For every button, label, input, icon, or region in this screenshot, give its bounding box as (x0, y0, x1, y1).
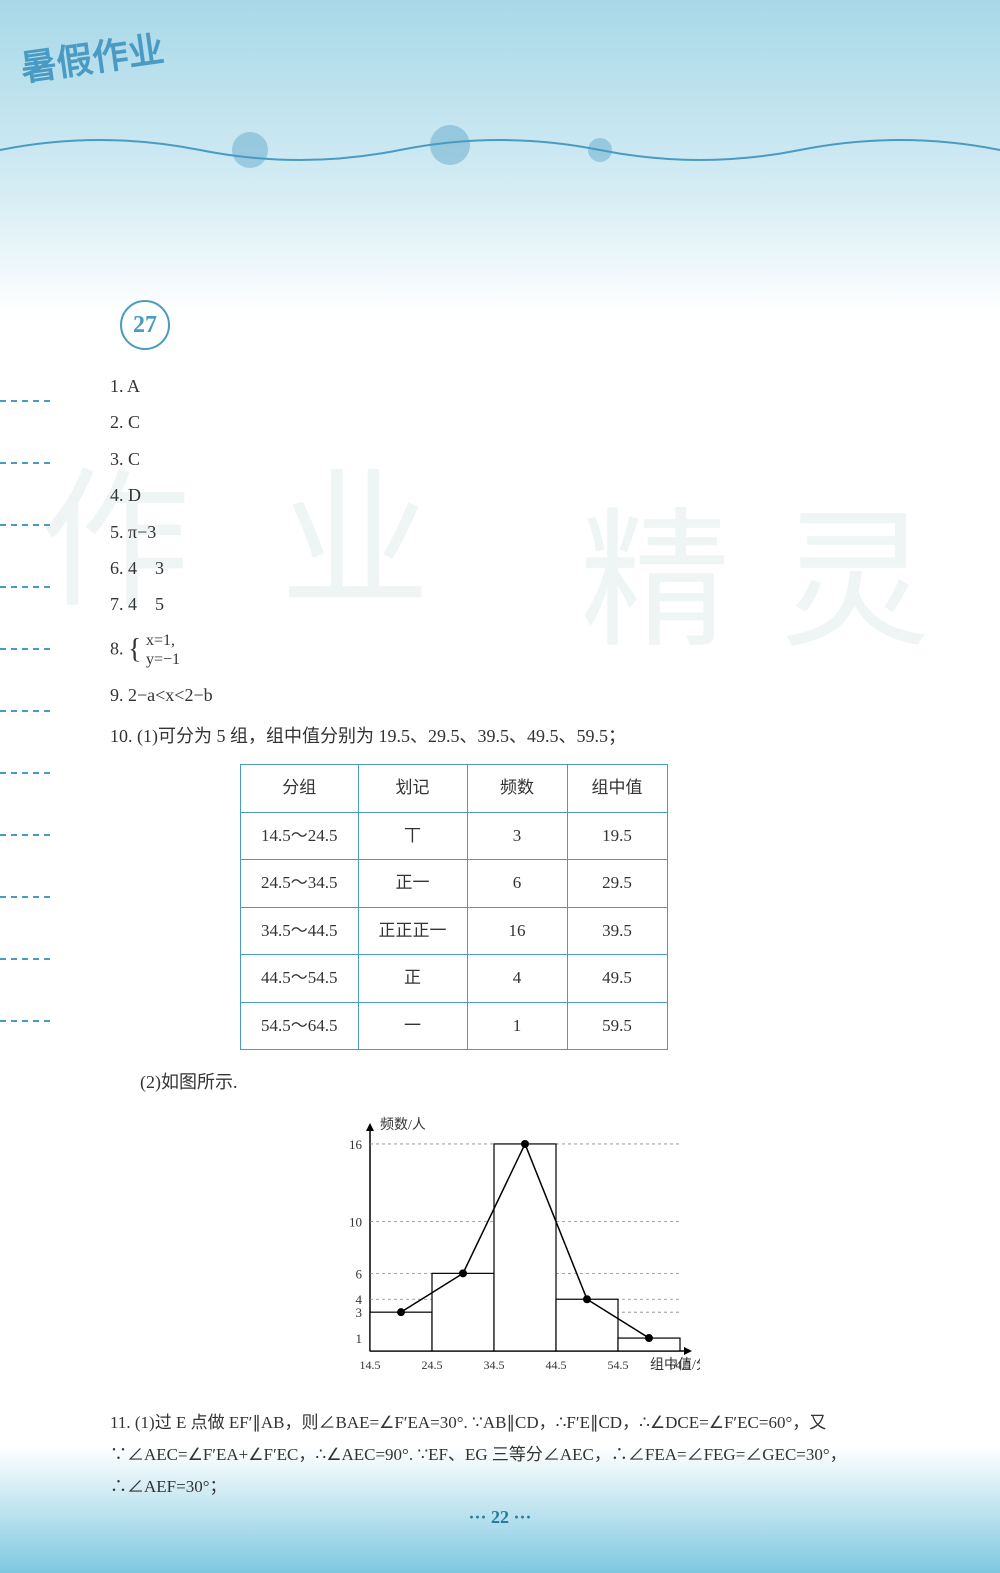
svg-text:54.5: 54.5 (608, 1358, 629, 1372)
table-cell: 16 (467, 907, 567, 955)
table-cell: 正 (358, 955, 467, 1003)
table-cell: 19.5 (567, 812, 667, 860)
answer-3: 3. C (110, 443, 930, 475)
histogram-chart: 1346101614.524.534.544.554.564.5频数/人组中值/… (320, 1111, 700, 1391)
section-badge: 27 (120, 300, 170, 350)
table-cell: 39.5 (567, 907, 667, 955)
answer-8: 8. { x=1, y=−1 (110, 625, 930, 675)
svg-text:34.5: 34.5 (484, 1358, 505, 1372)
page-title: 暑假作业 (17, 20, 167, 92)
table-cell: 49.5 (567, 955, 667, 1003)
problem-11: 11. (1)过 E 点做 EF′∥AB，则∠BAE=∠F′EA=30°. ∵A… (110, 1407, 930, 1504)
table-cell: 正一 (358, 860, 467, 908)
table-cell: 丅 (358, 812, 467, 860)
table-row: 54.5～64.5一159.5 (241, 1002, 668, 1050)
eq-line-1: x=1, (146, 631, 180, 650)
svg-text:3: 3 (356, 1305, 363, 1320)
frequency-table: 分组划记频数组中值 14.5～24.5丅319.524.5～34.5正一629.… (240, 764, 668, 1051)
table-row: 44.5～54.5正449.5 (241, 955, 668, 1003)
svg-text:6: 6 (356, 1266, 363, 1281)
table-cell: 3 (467, 812, 567, 860)
table-cell: 24.5～34.5 (241, 860, 359, 908)
decorative-vine (0, 120, 1000, 180)
svg-text:44.5: 44.5 (546, 1358, 567, 1372)
page-footer: ··· 22 ··· (0, 1507, 1000, 1528)
table-cell: 1 (467, 1002, 567, 1050)
answer-1: 1. A (110, 370, 930, 402)
answer-5: 5. π−3 (110, 516, 930, 548)
svg-text:1: 1 (356, 1331, 363, 1346)
table-header: 分组 (241, 764, 359, 812)
problem-10-part1: (1)可分为 5 组，组中值分别为 19.5、29.5、39.5、49.5、59… (137, 726, 626, 746)
svg-text:4: 4 (356, 1292, 363, 1307)
problem-10: 10. (1)可分为 5 组，组中值分别为 19.5、29.5、39.5、49.… (110, 720, 930, 752)
table-cell: 34.5～44.5 (241, 907, 359, 955)
table-header: 划记 (358, 764, 467, 812)
table-row: 24.5～34.5正一629.5 (241, 860, 668, 908)
table-cell: 正正正一 (358, 907, 467, 955)
equation-system: { (128, 625, 141, 675)
table-header: 频数 (467, 764, 567, 812)
answer-4: 4. D (110, 479, 930, 511)
svg-text:10: 10 (349, 1214, 362, 1229)
answer-6: 6. 4 3 (110, 552, 930, 584)
svg-text:14.5: 14.5 (360, 1358, 381, 1372)
table-row: 34.5～44.5正正正一1639.5 (241, 907, 668, 955)
svg-text:频数/人: 频数/人 (380, 1117, 426, 1133)
table-cell: 44.5～54.5 (241, 955, 359, 1003)
table-row: 14.5～24.5丅319.5 (241, 812, 668, 860)
table-cell: 一 (358, 1002, 467, 1050)
table-header: 组中值 (567, 764, 667, 812)
margin-dashes (0, 400, 60, 1300)
answer-2: 2. C (110, 406, 930, 438)
content-area: 1. A 2. C 3. C 4. D 5. π−3 6. 4 3 7. 4 5… (110, 370, 930, 1504)
table-cell: 4 (467, 955, 567, 1003)
svg-text:24.5: 24.5 (422, 1358, 443, 1372)
svg-text:组中值/分: 组中值/分 (650, 1357, 700, 1373)
answer-7: 7. 4 5 (110, 588, 930, 620)
table-cell: 29.5 (567, 860, 667, 908)
answer-9: 9. 2−a<x<2−b (110, 679, 930, 711)
table-cell: 54.5～64.5 (241, 1002, 359, 1050)
table-cell: 6 (467, 860, 567, 908)
problem-10-part2: (2)如图所示. (140, 1066, 930, 1098)
table-cell: 14.5～24.5 (241, 812, 359, 860)
svg-text:16: 16 (349, 1137, 363, 1152)
eq-line-2: y=−1 (146, 650, 180, 669)
table-cell: 59.5 (567, 1002, 667, 1050)
answer-8-prefix: 8. (110, 638, 124, 658)
problem-10-label: 10. (110, 726, 133, 746)
